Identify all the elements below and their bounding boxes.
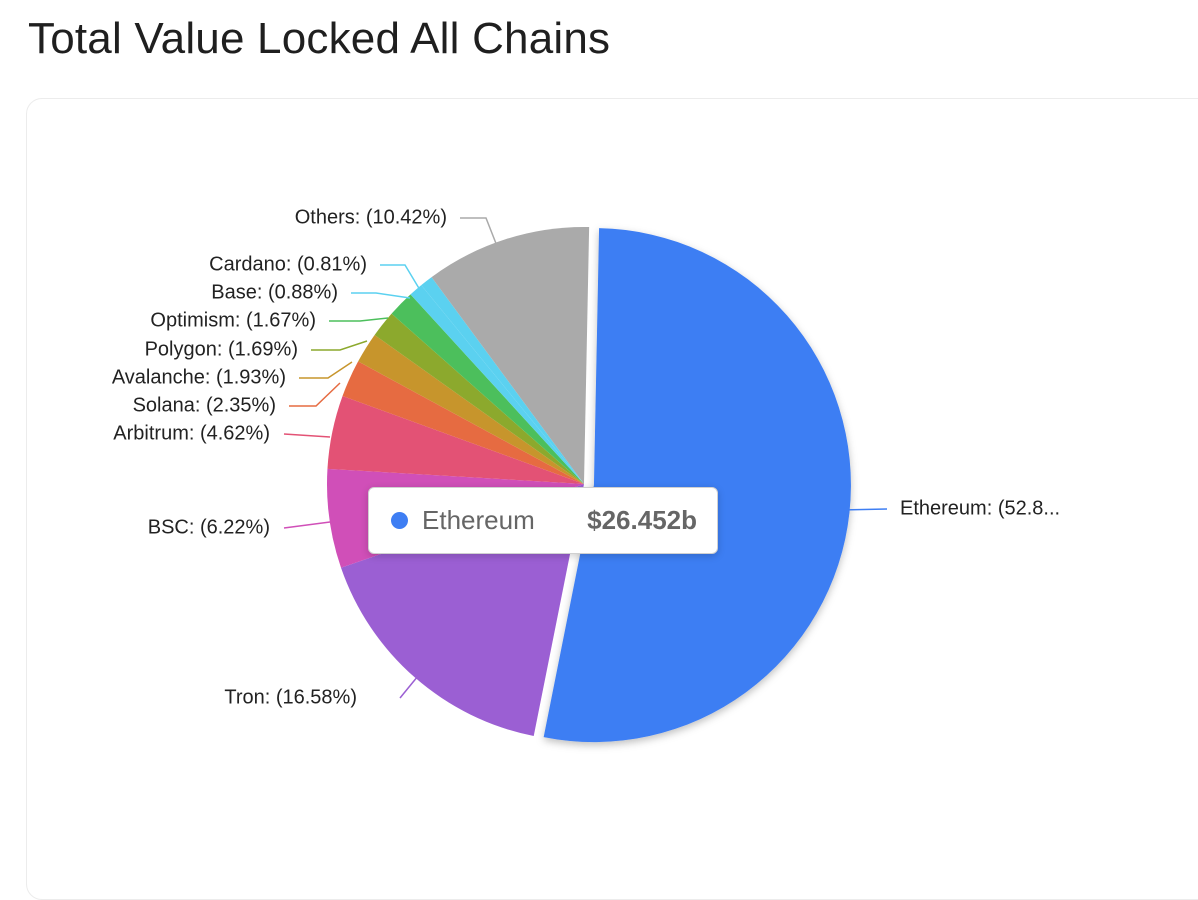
leader-line-others bbox=[460, 217, 498, 247]
tooltip-label: Ethereum bbox=[422, 505, 535, 535]
pie-slice-ethereum[interactable] bbox=[543, 228, 851, 743]
slice-label-base: Base: (0.88%) bbox=[211, 281, 338, 303]
slice-label-tron: Tron: (16.58%) bbox=[224, 686, 357, 708]
pie-slices bbox=[327, 226, 851, 743]
pie-slice-optimism[interactable] bbox=[391, 294, 584, 484]
pie-slice-solana[interactable] bbox=[342, 361, 584, 484]
leader-line-cardano bbox=[380, 264, 421, 291]
pie-slice-polygon[interactable] bbox=[374, 313, 584, 484]
leader-line-polygon bbox=[311, 340, 368, 351]
tooltip-value: $26.452b bbox=[587, 505, 697, 535]
leader-line-ethereum bbox=[839, 508, 888, 511]
slice-label-polygon: Polygon: (1.69%) bbox=[145, 338, 298, 360]
pie-slice-cardano[interactable] bbox=[421, 277, 584, 484]
pie-labels: Ethereum: (52.8... Tron: (16.58%) BSC: (6.… bbox=[112, 206, 1060, 708]
chart-tooltip: Ethereum $26.452b bbox=[368, 487, 718, 554]
leader-line-base bbox=[351, 292, 411, 299]
slice-label-arbitrum: Arbitrum: (4.62%) bbox=[113, 422, 270, 444]
pie-slice-avalanche[interactable] bbox=[358, 334, 584, 484]
slice-label-optimism: Optimism: (1.67%) bbox=[150, 309, 316, 331]
pie-slice-arbitrum[interactable] bbox=[327, 395, 584, 484]
pie-slice-others[interactable] bbox=[431, 226, 590, 484]
slice-label-bsc: BSC: (6.22%) bbox=[148, 516, 270, 538]
slice-label-ethereum: Ethereum: (52.8... bbox=[900, 497, 1060, 519]
slice-label-cardano: Cardano: (0.81%) bbox=[209, 253, 367, 275]
leader-line-tron bbox=[399, 675, 419, 699]
pie-slice-base[interactable] bbox=[410, 285, 584, 484]
page-title: Total Value Locked All Chains bbox=[28, 14, 611, 63]
slice-label-solana: Solana: (2.35%) bbox=[133, 394, 276, 416]
leader-line-solana bbox=[289, 382, 341, 407]
leader-line-arbitrum bbox=[283, 433, 331, 438]
leader-line-bsc bbox=[283, 521, 331, 529]
pie-chart: Ethereum: (52.8... Tron: (16.58%) BSC: (6.… bbox=[112, 206, 1060, 743]
leader-line-avalanche bbox=[299, 361, 353, 379]
slice-label-others: Others: (10.42%) bbox=[295, 206, 447, 228]
slice-label-avalanche: Avalanche: (1.93%) bbox=[112, 366, 286, 388]
leader-line-optimism bbox=[329, 317, 389, 322]
tooltip-color-dot bbox=[391, 512, 408, 529]
